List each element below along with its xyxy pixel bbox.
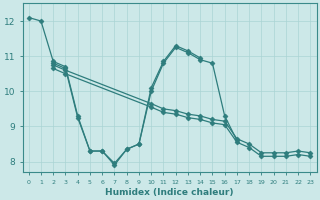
X-axis label: Humidex (Indice chaleur): Humidex (Indice chaleur)	[105, 188, 234, 197]
